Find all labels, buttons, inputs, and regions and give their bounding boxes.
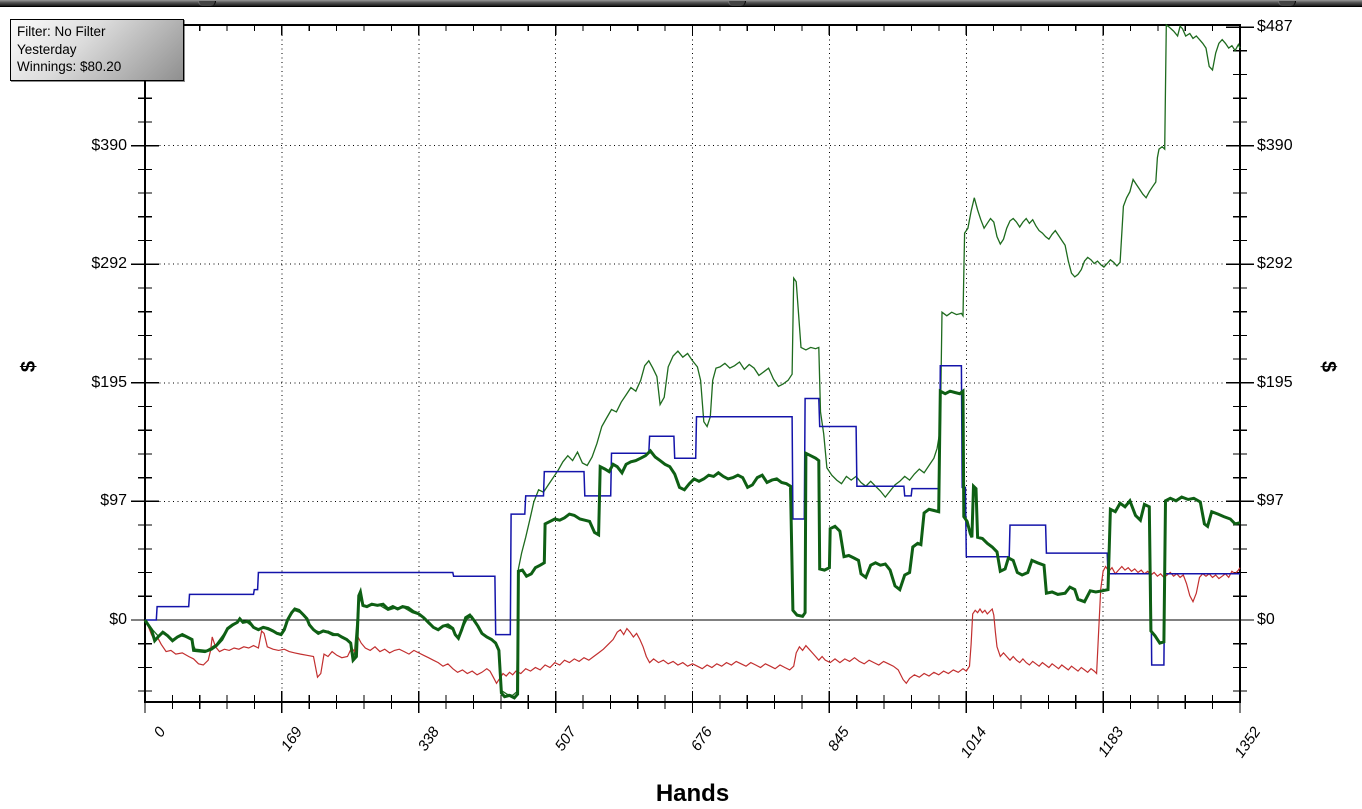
y-tick-label-left: $0 <box>109 611 127 628</box>
filter-legend: Filter: No Filter Yesterday Winnings: $8… <box>10 19 184 81</box>
y-tick-label-right: $97 <box>1257 492 1284 510</box>
y-axis-title-left: $ <box>18 360 41 373</box>
y-tick-label-left: $292 <box>91 255 127 273</box>
legend-winnings-line: Winnings: $80.20 <box>17 59 122 74</box>
y-tick-label-right: $195 <box>1257 373 1293 391</box>
y-tick-label-left: $195 <box>91 373 127 391</box>
y-tick-label-right: $487 <box>1257 18 1293 36</box>
legend-filter-line: Filter: No Filter <box>17 24 106 39</box>
legend-period-line: Yesterday <box>17 41 77 57</box>
showdown-winnings-line <box>145 364 1240 666</box>
y-tick-label-right: $390 <box>1257 136 1293 154</box>
y-tick-label-left: $97 <box>100 492 127 510</box>
y-tick-label-left: $390 <box>91 136 127 154</box>
window-top-edge <box>0 0 1362 7</box>
y-axis-title-right: $ <box>1317 360 1340 373</box>
y-tick-label-right: $292 <box>1257 255 1293 273</box>
winnings-line <box>143 388 1241 700</box>
y-tick-label-right: $0 <box>1257 611 1275 628</box>
x-axis-title: Hands <box>655 780 730 807</box>
